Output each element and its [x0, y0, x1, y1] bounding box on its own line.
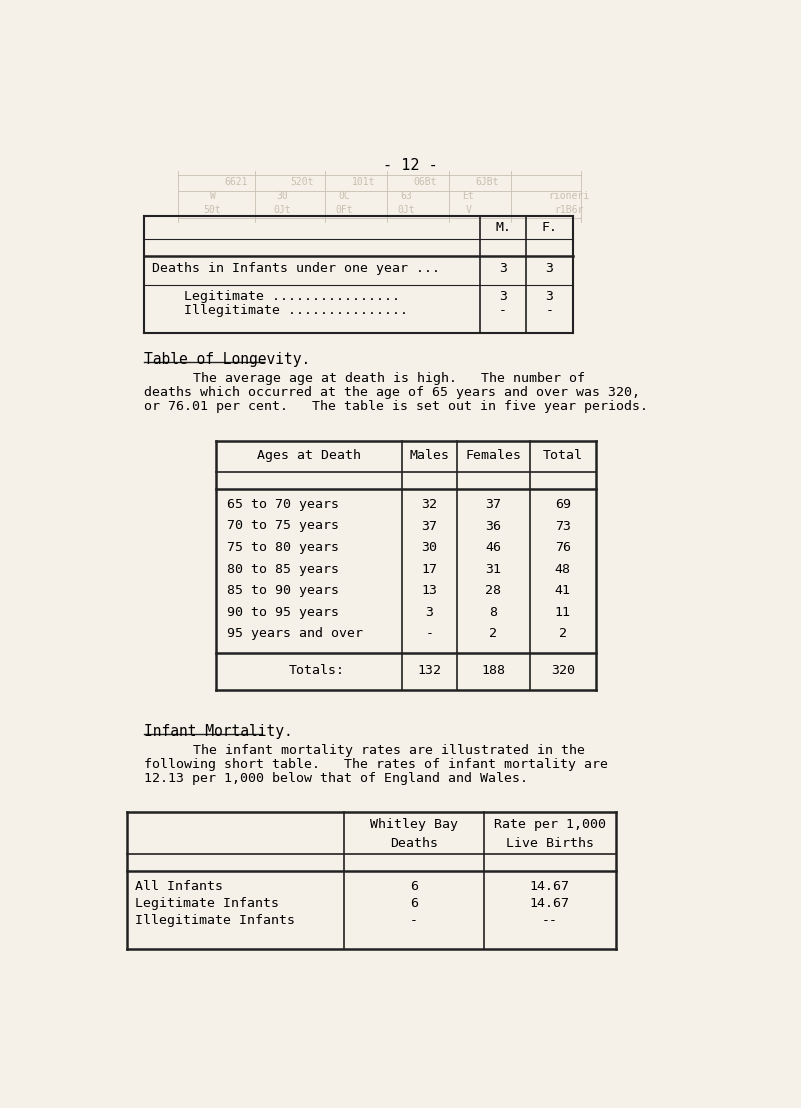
Text: 12.13 per 1,000 below that of England and Wales.: 12.13 per 1,000 below that of England an…	[144, 772, 529, 786]
Text: -: -	[425, 627, 433, 640]
Text: 101t: 101t	[352, 177, 376, 187]
Text: 06Bt: 06Bt	[414, 177, 437, 187]
Text: Rate per 1,000
Live Births: Rate per 1,000 Live Births	[493, 819, 606, 850]
Text: 320: 320	[551, 665, 575, 677]
Text: 76: 76	[555, 541, 571, 554]
Text: All Infants: All Infants	[135, 880, 223, 893]
Text: 17: 17	[421, 563, 437, 576]
Text: M.: M.	[495, 220, 511, 234]
Text: 63: 63	[400, 191, 413, 201]
Text: 2: 2	[489, 627, 497, 640]
Text: 90 to 95 years: 90 to 95 years	[227, 606, 340, 618]
Text: following short table.   The rates of infant mortality are: following short table. The rates of infa…	[144, 758, 608, 771]
Text: -: -	[545, 304, 553, 317]
Text: Legitimate Infants: Legitimate Infants	[135, 896, 279, 910]
Text: Females: Females	[465, 449, 521, 462]
Text: Ages at Death: Ages at Death	[257, 449, 361, 462]
Text: 3: 3	[499, 263, 507, 275]
Text: Illegitimate Infants: Illegitimate Infants	[135, 914, 295, 926]
Text: 3: 3	[425, 606, 433, 618]
Text: 75 to 80 years: 75 to 80 years	[227, 541, 340, 554]
Text: r1B6r: r1B6r	[554, 205, 584, 215]
Text: 13: 13	[421, 584, 437, 597]
Text: 30: 30	[276, 191, 288, 201]
Text: 14.67: 14.67	[529, 896, 570, 910]
Text: 69: 69	[555, 497, 571, 511]
Text: Totals:: Totals:	[289, 665, 345, 677]
Text: 80 to 85 years: 80 to 85 years	[227, 563, 340, 576]
Text: 0Jt: 0Jt	[273, 205, 291, 215]
Text: 8: 8	[489, 606, 497, 618]
Text: Whitley Bay
Deaths: Whitley Bay Deaths	[370, 819, 458, 850]
Text: 14.67: 14.67	[529, 880, 570, 893]
Text: 36: 36	[485, 520, 501, 533]
Text: 41: 41	[555, 584, 571, 597]
Text: Infant Mortality.: Infant Mortality.	[144, 725, 293, 739]
Text: 520t: 520t	[290, 177, 313, 187]
Text: 6JBt: 6JBt	[476, 177, 499, 187]
Text: Table of Longevity.: Table of Longevity.	[144, 352, 311, 368]
Text: V: V	[465, 205, 471, 215]
Text: 0Ft: 0Ft	[336, 205, 353, 215]
Text: 28: 28	[485, 584, 501, 597]
Text: 11: 11	[555, 606, 571, 618]
Text: 50t: 50t	[203, 205, 221, 215]
Text: 65 to 70 years: 65 to 70 years	[227, 497, 340, 511]
Text: 32: 32	[421, 497, 437, 511]
Text: 0Jt: 0Jt	[397, 205, 415, 215]
Text: 70 to 75 years: 70 to 75 years	[227, 520, 340, 533]
Text: 48: 48	[555, 563, 571, 576]
Text: 132: 132	[417, 665, 441, 677]
Text: 30: 30	[421, 541, 437, 554]
Text: Et: Et	[462, 191, 474, 201]
Text: 46: 46	[485, 541, 501, 554]
Text: or 76.01 per cent.   The table is set out in five year periods.: or 76.01 per cent. The table is set out …	[144, 400, 648, 413]
Text: 95 years and over: 95 years and over	[227, 627, 363, 640]
Text: F.: F.	[541, 220, 557, 234]
Text: 37: 37	[421, 520, 437, 533]
Text: 6: 6	[410, 896, 418, 910]
Text: --: --	[541, 914, 557, 926]
Text: 6621: 6621	[224, 177, 248, 187]
Text: Illegitimate ...............: Illegitimate ...............	[152, 304, 408, 317]
Text: Males: Males	[409, 449, 449, 462]
Text: 0C: 0C	[338, 191, 350, 201]
Text: 85 to 90 years: 85 to 90 years	[227, 584, 340, 597]
Text: W: W	[210, 191, 215, 201]
Text: 73: 73	[555, 520, 571, 533]
Text: 188: 188	[481, 665, 505, 677]
Text: -: -	[410, 914, 418, 926]
Text: 37: 37	[485, 497, 501, 511]
Text: 31: 31	[485, 563, 501, 576]
Text: 3: 3	[545, 263, 553, 275]
Text: 6: 6	[410, 880, 418, 893]
Text: rioneri: rioneri	[549, 191, 590, 201]
Text: The average age at death is high.   The number of: The average age at death is high. The nu…	[193, 372, 585, 386]
Text: 3: 3	[499, 290, 507, 304]
Text: -: -	[499, 304, 507, 317]
Text: The infant mortality rates are illustrated in the: The infant mortality rates are illustrat…	[193, 745, 585, 758]
Text: Total: Total	[543, 449, 583, 462]
Text: 3: 3	[545, 290, 553, 304]
Text: - 12 -: - 12 -	[383, 157, 437, 173]
Text: 2: 2	[559, 627, 567, 640]
Text: deaths which occurred at the age of 65 years and over was 320,: deaths which occurred at the age of 65 y…	[144, 387, 640, 399]
Text: Deaths in Infants under one year ...: Deaths in Infants under one year ...	[152, 263, 440, 275]
Text: Legitimate ................: Legitimate ................	[152, 290, 400, 304]
